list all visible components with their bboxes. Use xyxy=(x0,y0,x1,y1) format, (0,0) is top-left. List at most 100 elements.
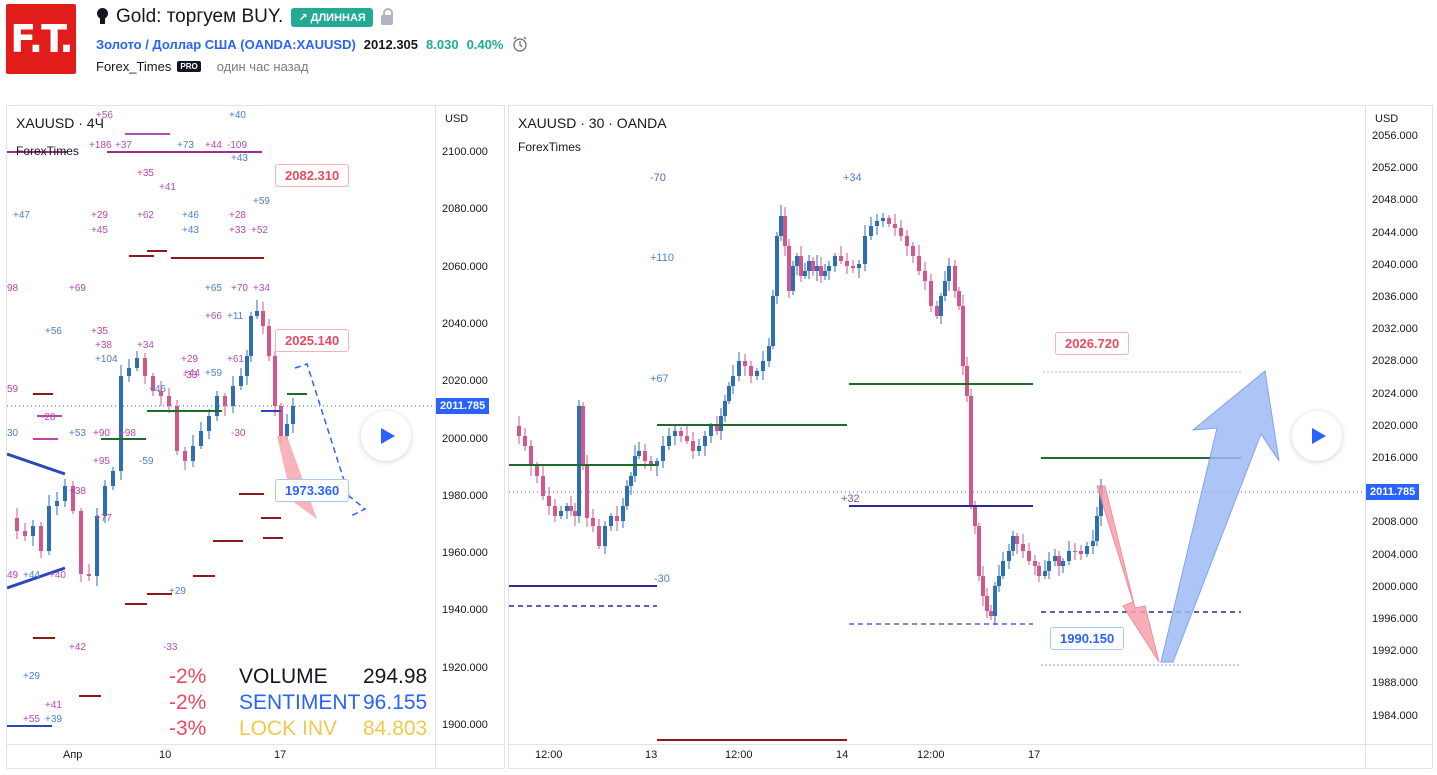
trade-marker-label: +53 xyxy=(69,428,86,439)
candle-body xyxy=(609,516,613,526)
left-chart-title: XAUUSD · 4Ч xyxy=(16,115,104,131)
candle-body xyxy=(1007,551,1011,561)
candle-body xyxy=(691,441,695,451)
candle-body xyxy=(119,376,123,471)
callout-2082[interactable]: 2082.310 xyxy=(275,164,350,187)
trade-marker-label: +56 xyxy=(45,326,62,337)
time-tick: 17 xyxy=(274,749,287,761)
candle-body xyxy=(887,218,891,224)
candle-body xyxy=(827,266,831,271)
callout-1990[interactable]: 1990.150 xyxy=(1050,627,1125,650)
trade-marker-label: +95 xyxy=(93,456,110,467)
price-tick: 1920.000 xyxy=(442,661,488,674)
trade-marker-label: +67 xyxy=(650,373,669,385)
trade-marker-label: -59 xyxy=(139,456,154,467)
callout-2025[interactable]: 2025.140 xyxy=(275,329,350,352)
candle-body xyxy=(857,264,861,268)
candle-body xyxy=(629,476,633,486)
trade-marker-label: 98 xyxy=(7,283,19,294)
candle-body xyxy=(199,431,203,446)
price-tick: 1996.000 xyxy=(1372,613,1418,625)
candle-body xyxy=(787,246,791,291)
candle-body xyxy=(911,246,915,256)
candle-body xyxy=(923,271,927,281)
candle-body xyxy=(755,371,759,376)
candle-body xyxy=(993,586,997,616)
candle-body xyxy=(535,466,539,476)
candle-body xyxy=(977,526,981,576)
right-chart-panel[interactable]: XAUUSD · 30 · OANDA ForexTimes USD 2056.… xyxy=(508,105,1433,769)
candle-body xyxy=(143,358,147,376)
candle-body xyxy=(1001,561,1005,576)
candle-body xyxy=(985,596,989,611)
price-tick: 2016.000 xyxy=(1372,452,1418,464)
trade-marker-label: +33 xyxy=(229,225,246,236)
trade-marker-label: +34 xyxy=(843,172,862,184)
candle-body xyxy=(23,531,27,536)
symbol-link[interactable]: Золото / Доллар США (OANDA:XAUUSD) xyxy=(96,37,356,52)
trade-marker-label: +38 xyxy=(95,340,112,351)
trade-marker-label: +186 xyxy=(89,140,112,151)
candle-body xyxy=(761,361,765,371)
candle-body xyxy=(71,486,75,511)
candle-body xyxy=(63,486,67,501)
idea-title[interactable]: Gold: торгуем BUY. xyxy=(116,6,284,27)
candle-body xyxy=(597,526,601,546)
candle-body xyxy=(267,326,271,356)
left-chart-panel[interactable]: XAUUSD · 4Ч ForexTimes USD 2100.000 2080.… xyxy=(6,105,505,769)
candle-body xyxy=(1021,544,1025,551)
time-tick: 10 xyxy=(159,749,172,761)
play-button-right[interactable] xyxy=(1292,411,1342,461)
candle-body xyxy=(929,281,933,306)
candle-body xyxy=(655,461,659,466)
play-button-left[interactable] xyxy=(361,411,411,461)
alarm-clock-icon[interactable] xyxy=(511,35,529,53)
left-chart-canvas[interactable] xyxy=(7,106,435,744)
candle-body xyxy=(55,501,59,506)
candle-body xyxy=(723,401,727,416)
candle-body xyxy=(547,496,551,506)
publisher-logo[interactable]: F.T. xyxy=(6,4,76,74)
logo-text: F.T. xyxy=(10,17,73,61)
candle-body xyxy=(881,218,885,221)
lightbulb-icon xyxy=(96,8,108,26)
candle-body xyxy=(15,518,19,531)
trade-marker-label: +69 xyxy=(69,283,86,294)
right-chart-canvas[interactable] xyxy=(509,106,1365,744)
price-tick: 2080.000 xyxy=(442,203,488,216)
trendline xyxy=(7,566,66,590)
candle-body xyxy=(737,361,741,376)
candle-body xyxy=(1047,561,1051,571)
price-tick: 1984.000 xyxy=(1372,709,1418,722)
price-tick: 1960.000 xyxy=(442,547,488,560)
trade-marker-label: 59 xyxy=(7,384,19,395)
lock-icon xyxy=(380,8,393,25)
candle-body xyxy=(285,424,289,436)
candle-body xyxy=(943,281,947,296)
candle-body xyxy=(135,358,139,368)
trade-marker-label: +29 xyxy=(181,354,198,365)
candle-body xyxy=(767,346,771,361)
author-name[interactable]: Forex_Times xyxy=(96,59,172,74)
candle-body xyxy=(127,368,131,376)
price-tick: 2040.000 xyxy=(442,317,488,330)
candle-body xyxy=(905,236,909,246)
price-tick: 1900.000 xyxy=(442,719,488,731)
trade-marker-label: +46 xyxy=(149,384,166,395)
candle-body xyxy=(47,506,51,551)
price-tick: 2020.000 xyxy=(1372,419,1418,432)
callout-2026[interactable]: 2026.720 xyxy=(1055,332,1130,355)
price-tick: 1980.000 xyxy=(442,489,488,502)
candle-body xyxy=(79,511,83,574)
trade-marker-label: +59 xyxy=(205,368,222,379)
right-chart-title: XAUUSD · 30 · OANDA xyxy=(518,115,667,131)
candle-body xyxy=(255,311,259,316)
sell-arrow xyxy=(277,436,317,519)
price-tick: 2024.000 xyxy=(1372,387,1418,400)
trade-marker-label: +40 xyxy=(49,570,66,581)
callout-1973[interactable]: 1973.360 xyxy=(275,479,350,502)
price-tick: 1992.000 xyxy=(1372,645,1418,658)
candle-body xyxy=(803,271,807,276)
candle-body xyxy=(1037,566,1041,576)
trade-marker-label: +35 xyxy=(91,326,108,337)
